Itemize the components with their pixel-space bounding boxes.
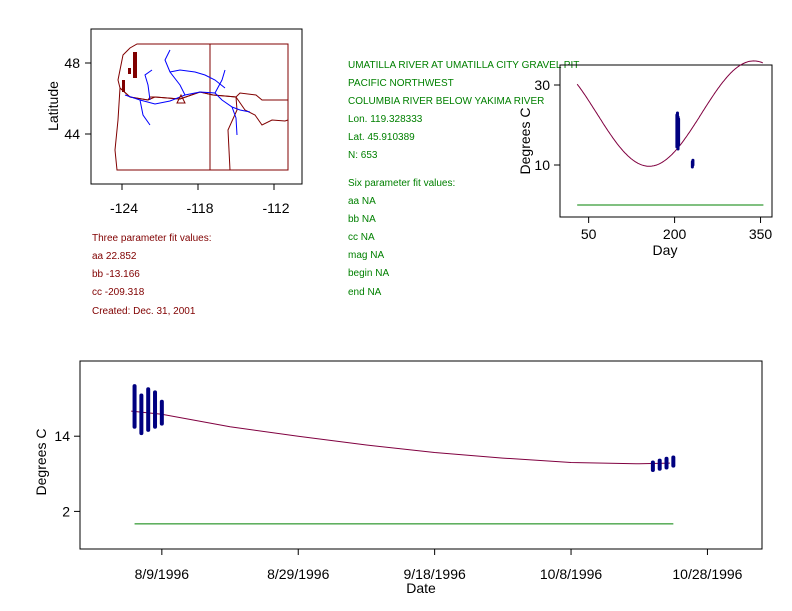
puget-sound [122, 52, 137, 92]
seasonal-xlabel: Day [653, 242, 678, 258]
map-lon-tick-label: -124 [110, 200, 138, 216]
site-info-block: UMATILLA RIVER AT UMATILLA CITY GRAVEL P… [348, 60, 579, 161]
seasonal-frame [559, 64, 773, 218]
six-param-line: aa NA [348, 196, 376, 207]
six-param-line: bb NA [348, 214, 376, 225]
spokane-river [169, 69, 226, 89]
timeseries-fit-line [131, 410, 670, 465]
latitude-text: Lat. 45.910389 [348, 132, 415, 143]
three-param-block: Three parameter fit values: aa 22.852 bb… [92, 233, 212, 317]
timeseries-ylabel: Degrees C [33, 429, 49, 496]
seasonal-chart: 50 200 350 10 30 Day Degrees C [517, 60, 773, 258]
seasonal-xtick-label: 350 [749, 226, 773, 242]
six-param-line: begin NA [348, 268, 389, 279]
timeseries-xtick-label: 8/29/1996 [267, 566, 329, 582]
map-lon-tick-label: -118 [187, 200, 214, 216]
island-shape [128, 68, 131, 74]
six-param-block: Six parameter fit values: aa NA bb NA cc… [348, 178, 455, 298]
tributary-river [214, 69, 226, 94]
yakima-river [144, 69, 153, 101]
timeseries-ytick-label: 14 [54, 428, 70, 444]
washington-border [117, 43, 289, 101]
timeseries-ytick-label: 2 [62, 503, 70, 519]
timeseries-marks: 8/9/1996 8/29/1996 9/18/1996 10/8/1996 10/28… [54, 384, 743, 582]
map-panel: 48 44 -124 -118 -112 Latitude [45, 28, 303, 216]
map-frame [90, 28, 303, 185]
seasonal-ytick-label: 10 [534, 157, 550, 173]
map-ylabel: Latitude [45, 81, 61, 131]
rivers [124, 49, 251, 136]
seasonal-fit-curve [576, 60, 764, 167]
site-marker-icon [176, 93, 186, 104]
three-param-line: cc -209.318 [92, 287, 145, 298]
timeseries-xtick-label: 10/8/1996 [540, 566, 602, 582]
six-param-line: mag NA [348, 250, 384, 261]
map-lon-tick-label: -112 [263, 200, 290, 216]
created-date-text: Created: Dec. 31, 2001 [92, 306, 196, 317]
columbia-upper-river [164, 49, 186, 96]
willamette-river [139, 99, 151, 126]
region-text: PACIFIC NORTHWEST [348, 78, 454, 89]
site-name-text: UMATILLA RIVER AT UMATILLA CITY GRAVEL P… [348, 60, 579, 71]
six-param-title: Six parameter fit values: [348, 178, 455, 189]
timeseries-xtick-label: 9/18/1996 [403, 566, 465, 582]
three-param-line: aa 22.852 [92, 251, 137, 262]
seasonal-marks: 50 200 350 10 30 [534, 60, 773, 242]
longitude-text: Lon. 119.328333 [348, 114, 423, 125]
coast-shape [122, 80, 125, 92]
puget-sound-shape [133, 52, 137, 78]
six-param-line: end NA [348, 287, 382, 298]
count-text: N: 653 [348, 150, 378, 161]
clearwater-river [231, 106, 251, 113]
columbia-snake-river [124, 91, 238, 136]
map-lat-tick-label: 44 [64, 126, 80, 142]
timeseries-xtick-label: 10/28/1996 [672, 566, 742, 582]
basin-text: COLUMBIA RIVER BELOW YAKIMA RIVER [348, 96, 544, 107]
three-param-line: bb -13.166 [92, 269, 140, 280]
seasonal-ylabel: Degrees C [517, 108, 533, 175]
six-param-line: cc NA [348, 232, 375, 243]
idaho-border [209, 44, 289, 171]
seasonal-ytick-label: 30 [534, 77, 550, 93]
timeseries-frame [79, 360, 763, 550]
map-lat-tick-label: 48 [64, 55, 80, 71]
three-param-title: Three parameter fit values: [92, 233, 212, 244]
oregon-border [114, 86, 238, 171]
timeseries-chart: 8/9/1996 8/29/1996 9/18/1996 10/8/1996 10/28… [33, 360, 763, 596]
seasonal-xtick-label: 200 [663, 226, 687, 242]
timeseries-xlabel: Date [406, 580, 436, 596]
timeseries-xtick-label: 8/9/1996 [135, 566, 190, 582]
seasonal-xtick-label: 50 [581, 226, 597, 242]
